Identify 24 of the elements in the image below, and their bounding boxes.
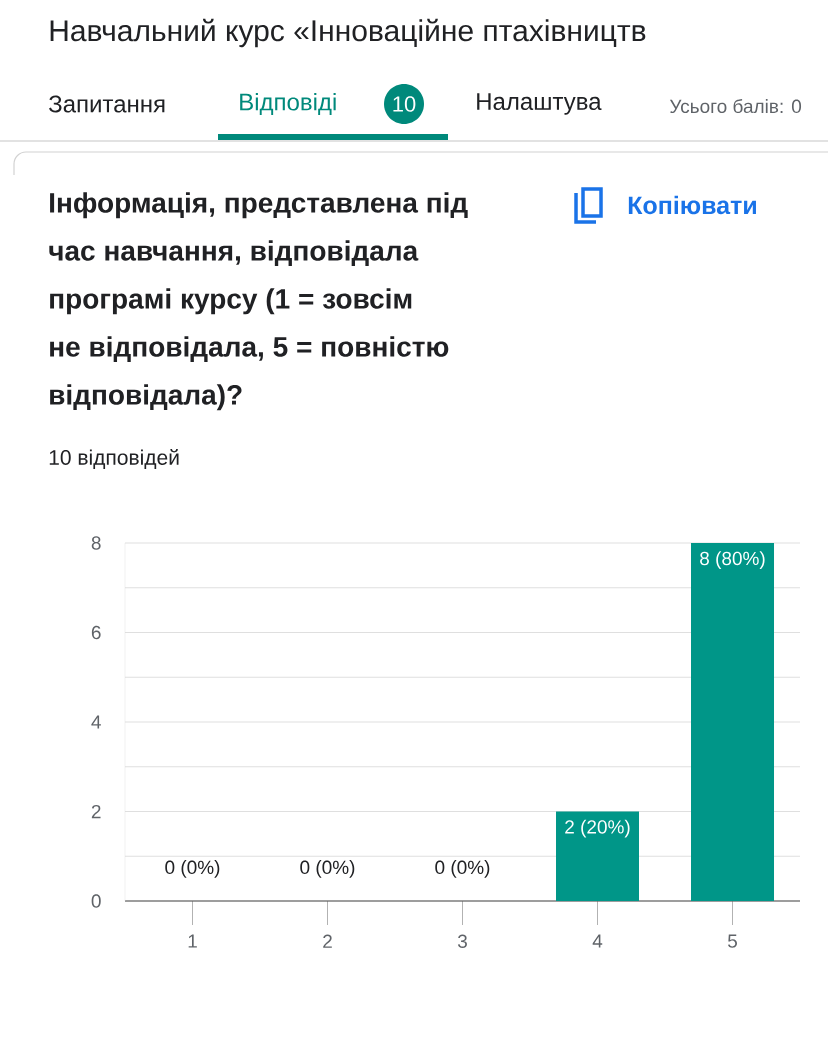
chart-title: Інформація, представлена під час навчання, відповідала програмі курсу (1 = зовсім не відповідала, 5 = повністю відповідала)? [49, 192, 468, 411]
text: Відповіді [240, 92, 336, 116]
data-label: 0 (0%) [435, 860, 490, 878]
text: Усього балів: 0 [669, 98, 802, 114]
x-tick-label: 1 [188, 934, 197, 948]
y-tick-label: 6 [91, 625, 101, 640]
chart-subtitle: 10 відповідей [49, 449, 179, 469]
text: 10 [393, 96, 416, 112]
data-label: 2 (20%) [565, 819, 630, 838]
text: Копіювати [628, 195, 756, 215]
text: Навчальний курс «Інноваційне птахівництв [50, 18, 646, 48]
text: Налаштува [477, 93, 602, 115]
x-tick-label: 4 [592, 934, 603, 948]
x-tick-label: 3 [457, 934, 467, 948]
data-label: 8 (80%) [700, 551, 765, 569]
y-tick-label: 4 [91, 715, 101, 729]
data-label: 0 (0%) [300, 860, 355, 878]
y-tick-label: 2 [91, 804, 101, 819]
x-tick-label: 2 [323, 934, 332, 948]
x-tick-label: 5 [727, 934, 737, 948]
y-tick-label: 0 [91, 894, 101, 908]
data-label: 0 (0%) [165, 860, 220, 878]
y-tick-label: 8 [91, 536, 101, 550]
text: Запитання [48, 95, 165, 113]
